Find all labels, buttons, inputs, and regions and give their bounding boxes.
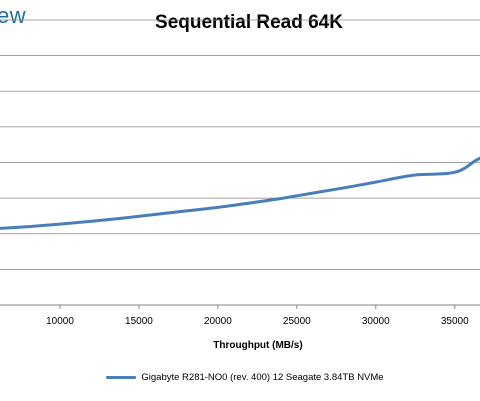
series-lines — [0, 156, 480, 230]
x-axis-label: Throughput (MB/s) — [213, 340, 302, 351]
series-line — [0, 156, 480, 230]
x-tick-label: 10000 — [46, 316, 74, 327]
x-tick-label: 15000 — [125, 316, 153, 327]
gridlines — [0, 19, 480, 270]
x-tick-label: 35000 — [441, 316, 469, 327]
legend: Gigabyte R281-NO0 (rev. 400) 12 Seagate … — [0, 372, 480, 383]
x-tick-labels: 10000 15000 20000 25000 30000 35000 — [46, 305, 469, 327]
x-tick-label: 25000 — [283, 316, 311, 327]
chart-title: Sequential Read 64K — [155, 12, 343, 33]
x-tick-label: 20000 — [204, 316, 232, 327]
brand-logo-fragment: ew — [0, 3, 27, 28]
legend-swatch — [106, 376, 137, 379]
legend-label: Gigabyte R281-NO0 (rev. 400) 12 Seagate … — [141, 372, 384, 383]
x-tick-label: 30000 — [362, 316, 390, 327]
